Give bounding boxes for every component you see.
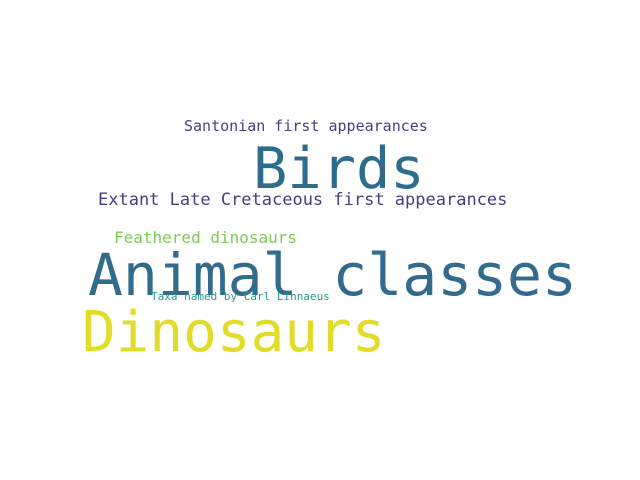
word-feathered-dinosaurs: Feathered dinosaurs bbox=[114, 228, 298, 247]
word-extant-late-cretaceous-first-appearances: Extant Late Cretaceous first appearances bbox=[98, 190, 508, 210]
word-birds: Birds bbox=[253, 136, 425, 202]
word-santonian-first-appearances: Santonian first appearances bbox=[184, 117, 428, 135]
word-animal-classes: Animal classes bbox=[88, 241, 577, 309]
word-dinosaurs: Dinosaurs bbox=[82, 300, 386, 365]
word-taxa-named-by-carl-linnaeus: Taxa named by Carl Linnaeus bbox=[151, 290, 330, 303]
